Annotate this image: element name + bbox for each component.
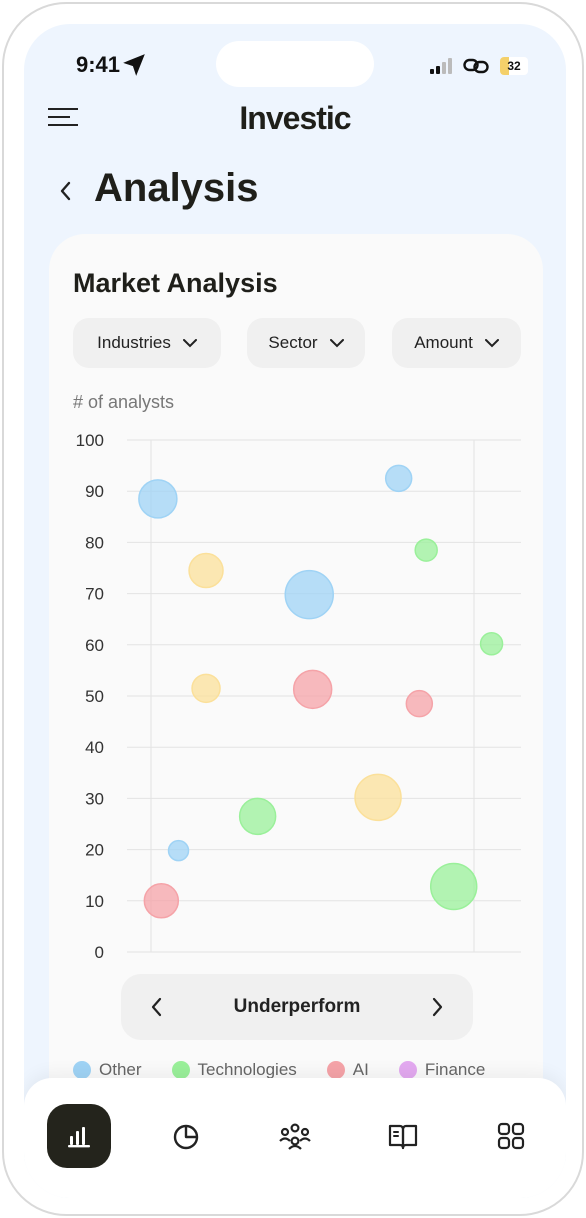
chevron-down-icon bbox=[329, 338, 344, 347]
page-title: Analysis bbox=[94, 166, 259, 210]
y-tick-label: 30 bbox=[85, 789, 104, 808]
chevron-down-icon bbox=[182, 338, 197, 347]
y-tick-label: 80 bbox=[85, 533, 104, 552]
amount-dropdown-label: Amount bbox=[414, 333, 473, 352]
bubble-point-ai[interactable] bbox=[405, 689, 434, 718]
legend-swatch bbox=[73, 1061, 91, 1079]
bubble-point-technologies[interactable] bbox=[414, 538, 438, 562]
y-tick-label: 0 bbox=[95, 943, 104, 962]
grid-icon bbox=[497, 1122, 525, 1150]
bubble-point-yellow[interactable] bbox=[191, 673, 221, 704]
y-tick-label: 10 bbox=[85, 892, 104, 911]
legend-label: Technologies bbox=[197, 1060, 297, 1079]
chevron-right-icon bbox=[432, 997, 443, 1017]
market-analysis-card: Market Analysis Industries Sector Amount… bbox=[49, 234, 543, 1134]
bubble-point-yellow[interactable] bbox=[354, 773, 402, 822]
y-tick-label: 100 bbox=[76, 431, 104, 450]
menu-icon[interactable] bbox=[48, 108, 80, 132]
bubble-point-technologies[interactable] bbox=[429, 862, 478, 911]
legend-label: Finance bbox=[424, 1060, 486, 1079]
legend-item-technologies[interactable]: Technologies bbox=[171, 1060, 297, 1080]
chevron-down-icon bbox=[484, 338, 499, 347]
link-icon bbox=[463, 58, 489, 74]
bubble-point-other[interactable] bbox=[138, 479, 178, 519]
y-tick-label: 90 bbox=[85, 482, 104, 501]
legend-swatch bbox=[171, 1061, 190, 1079]
sector-dropdown[interactable]: Sector bbox=[247, 318, 365, 368]
legend-item-other[interactable]: Other bbox=[73, 1060, 142, 1080]
chart-legend: Other Technologies AI Finance bbox=[73, 1060, 485, 1080]
screen: 9:41 32 Investic Analysis bbox=[24, 24, 566, 1198]
legend-item-ai[interactable]: AI bbox=[326, 1060, 369, 1080]
y-tick-label: 40 bbox=[85, 738, 104, 757]
bubble-point-yellow[interactable] bbox=[188, 552, 224, 589]
bubble-point-ai[interactable] bbox=[292, 669, 333, 710]
y-tick-label: 70 bbox=[85, 585, 104, 604]
back-chevron-icon[interactable] bbox=[54, 176, 78, 206]
nav-learn-button[interactable] bbox=[371, 1104, 435, 1168]
legend-item-finance[interactable]: Finance bbox=[398, 1060, 486, 1080]
nav-portfolio-button[interactable] bbox=[155, 1104, 219, 1168]
battery-level: 32 bbox=[507, 59, 521, 73]
y-axis-title: # of analysts bbox=[73, 392, 175, 412]
legend-swatch bbox=[326, 1061, 345, 1079]
bar-chart-icon bbox=[68, 1127, 90, 1148]
y-tick-label: 60 bbox=[85, 636, 104, 655]
legend-label: AI bbox=[352, 1060, 369, 1079]
bottom-nav-bar bbox=[24, 1078, 566, 1198]
sector-dropdown-label: Sector bbox=[268, 333, 318, 352]
book-icon bbox=[388, 1124, 418, 1150]
pager-next-button[interactable] bbox=[423, 992, 453, 1022]
status-time: 9:41 bbox=[76, 52, 121, 77]
bubble-chart: 0 10 20 30 40 50 60 70 80 90 100 bbox=[76, 431, 521, 962]
pager-label: Underperform bbox=[233, 996, 361, 1017]
amount-dropdown[interactable]: Amount bbox=[392, 318, 521, 368]
bubble-point-ai[interactable] bbox=[143, 883, 180, 919]
legend-swatch bbox=[398, 1061, 417, 1079]
dynamic-island bbox=[216, 41, 374, 87]
bubble-point-technologies[interactable] bbox=[479, 632, 504, 656]
industries-dropdown-label: Industries bbox=[97, 333, 171, 352]
status-bar: 9:41 32 bbox=[24, 24, 566, 104]
nav-apps-button[interactable] bbox=[479, 1104, 543, 1168]
bubble-point-other[interactable] bbox=[167, 839, 190, 862]
signal-icon bbox=[430, 58, 452, 74]
legend-label: Other bbox=[99, 1060, 142, 1079]
pager-prev-button[interactable] bbox=[141, 992, 171, 1022]
bubble-point-other[interactable] bbox=[384, 464, 413, 493]
battery-fill bbox=[500, 57, 509, 75]
card-title: Market Analysis bbox=[73, 268, 278, 298]
rating-pager: Underperform bbox=[121, 974, 473, 1040]
location-arrow-icon bbox=[123, 54, 145, 76]
y-tick-label: 50 bbox=[85, 687, 104, 706]
chevron-left-icon bbox=[151, 997, 162, 1017]
pie-chart-icon bbox=[173, 1124, 199, 1150]
battery-indicator: 32 bbox=[500, 57, 528, 75]
people-icon bbox=[279, 1123, 311, 1150]
industries-dropdown[interactable]: Industries bbox=[73, 318, 221, 368]
bubble-point-technologies[interactable] bbox=[238, 797, 277, 836]
y-tick-label: 20 bbox=[85, 841, 104, 860]
brand-logo: Investic bbox=[239, 100, 351, 136]
nav-analytics-button[interactable] bbox=[47, 1104, 111, 1168]
bubble-point-other[interactable] bbox=[284, 569, 334, 620]
nav-community-button[interactable] bbox=[263, 1104, 327, 1168]
